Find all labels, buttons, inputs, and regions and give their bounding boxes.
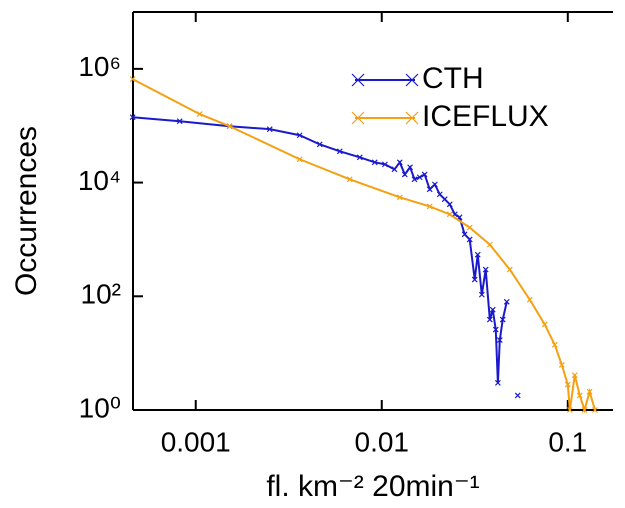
point-marker xyxy=(551,341,558,348)
x-tick-label: 0.1 xyxy=(548,426,587,457)
point-marker xyxy=(416,174,423,181)
point-marker xyxy=(356,154,363,161)
point-marker xyxy=(446,211,453,218)
point-marker xyxy=(296,132,303,139)
point-marker xyxy=(471,276,478,283)
point-marker xyxy=(396,159,403,166)
point-marker xyxy=(494,379,501,386)
y-axis-label: Occurrences xyxy=(10,126,43,296)
legend-marker xyxy=(351,73,365,87)
y-tick-label: 10⁶ xyxy=(78,51,121,82)
point-marker xyxy=(492,326,499,333)
point-marker xyxy=(382,161,388,168)
point-marker xyxy=(316,141,323,148)
point-marker xyxy=(466,224,473,231)
point-marker xyxy=(564,381,571,388)
point-marker xyxy=(426,186,433,193)
legend-marker xyxy=(405,73,419,87)
point-marker xyxy=(446,201,453,208)
point-marker xyxy=(129,76,136,83)
point-marker xyxy=(391,166,398,173)
point-marker xyxy=(411,176,418,183)
series-line xyxy=(133,117,518,395)
y-tick-label: 10⁰ xyxy=(79,392,121,423)
point-marker xyxy=(336,148,343,155)
point-marker xyxy=(489,306,496,313)
point-marker xyxy=(478,291,485,298)
point-marker xyxy=(346,176,353,183)
point-marker xyxy=(503,298,510,305)
point-marker xyxy=(426,203,433,210)
point-marker xyxy=(526,296,533,303)
point-marker xyxy=(407,164,414,171)
legend-marker xyxy=(351,111,365,125)
point-marker xyxy=(441,196,448,203)
legend-label: CTH xyxy=(422,62,484,95)
y-tick-label: 10² xyxy=(81,279,121,310)
point-marker xyxy=(576,392,583,399)
point-marker xyxy=(461,231,468,238)
legend-marker xyxy=(405,111,419,125)
point-marker xyxy=(586,388,593,395)
point-marker xyxy=(396,194,403,201)
point-marker xyxy=(496,337,503,343)
point-marker xyxy=(499,316,506,323)
point-marker xyxy=(566,407,573,413)
y-tick-label: 10⁴ xyxy=(78,165,121,196)
point-marker xyxy=(176,118,183,125)
point-marker xyxy=(486,241,493,248)
point-marker xyxy=(506,266,513,273)
x-tick-label: 0.01 xyxy=(355,426,410,457)
point-marker xyxy=(196,111,203,118)
point-marker xyxy=(266,126,273,133)
point-marker xyxy=(558,362,565,368)
point-marker xyxy=(296,156,303,163)
x-tick-label: 0.001 xyxy=(161,426,231,457)
point-marker xyxy=(421,171,428,178)
point-marker xyxy=(514,392,521,399)
x-axis-label: fl. km⁻² 20min⁻¹ xyxy=(266,470,479,503)
legend-label: ICEFLUX xyxy=(422,100,549,133)
point-marker xyxy=(466,236,473,243)
point-marker xyxy=(581,407,588,413)
point-marker xyxy=(431,181,438,188)
point-marker xyxy=(482,266,489,273)
point-marker xyxy=(474,251,481,258)
series-line xyxy=(132,78,596,414)
point-marker xyxy=(592,407,598,413)
point-marker xyxy=(436,191,443,198)
point-marker xyxy=(571,372,578,379)
point-marker xyxy=(226,123,233,130)
point-marker xyxy=(401,171,408,178)
point-marker xyxy=(541,321,548,328)
point-marker xyxy=(371,159,378,166)
point-marker xyxy=(486,316,493,323)
point-marker xyxy=(129,114,136,121)
